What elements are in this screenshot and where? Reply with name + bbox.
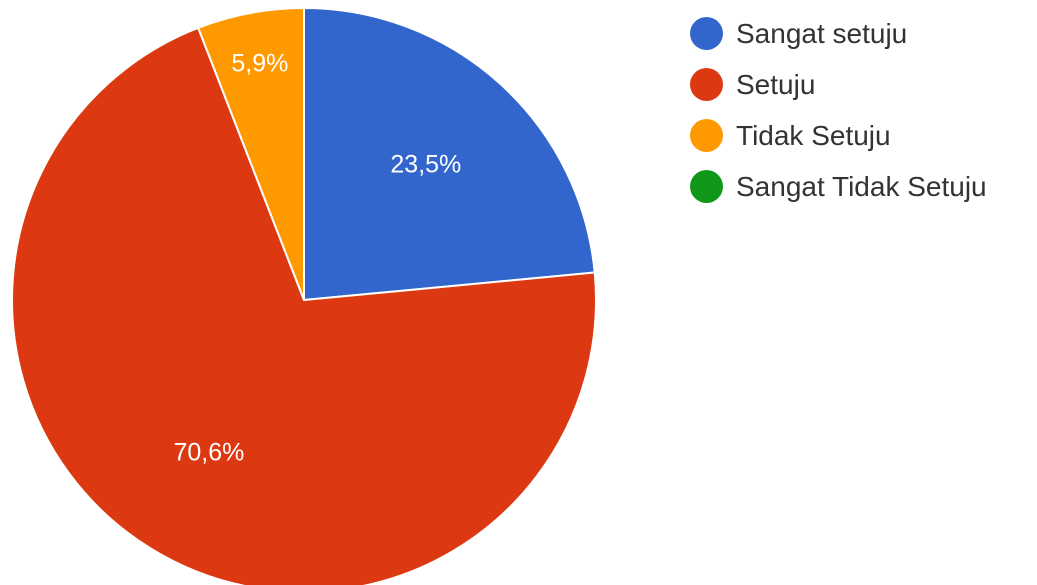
pie-slice-label-tidak-setuju: 5,9% <box>231 49 288 77</box>
pie-slice-tidak-setuju[interactable] <box>197 7 305 301</box>
pie-slice-labels: 23,5% 70,6% 5,9% <box>173 49 461 466</box>
legend-swatch-setuju <box>690 68 723 101</box>
legend-swatch-sangat-tidak-setuju <box>690 170 723 203</box>
legend-label-sangat-setuju: Sangat setuju <box>736 17 908 49</box>
legend: Sangat setuju Setuju Tidak Setuju Sangat… <box>690 8 987 212</box>
legend-swatch-tidak-setuju <box>690 119 723 152</box>
legend-label-sangat-tidak-setuju: Sangat Tidak Setuju <box>736 170 987 202</box>
legend-label-setuju: Setuju <box>736 68 816 100</box>
pie-slices <box>11 7 597 585</box>
legend-swatch-sangat-setuju <box>690 17 723 50</box>
pie-slice-label-sangat-setuju: 23,5% <box>390 151 461 179</box>
pie-slice-label-setuju: 70,6% <box>173 439 244 467</box>
legend-label-tidak-setuju: Tidak Setuju <box>736 119 891 151</box>
legend-item-setuju[interactable]: Setuju <box>690 59 987 110</box>
pie-slice-sangat-setuju[interactable] <box>303 7 596 301</box>
legend-item-sangat-setuju[interactable]: Sangat setuju <box>690 8 987 59</box>
legend-item-tidak-setuju[interactable]: Tidak Setuju <box>690 110 987 161</box>
pie-slice-setuju[interactable] <box>11 26 597 585</box>
legend-item-sangat-tidak-setuju[interactable]: Sangat Tidak Setuju <box>690 161 987 212</box>
